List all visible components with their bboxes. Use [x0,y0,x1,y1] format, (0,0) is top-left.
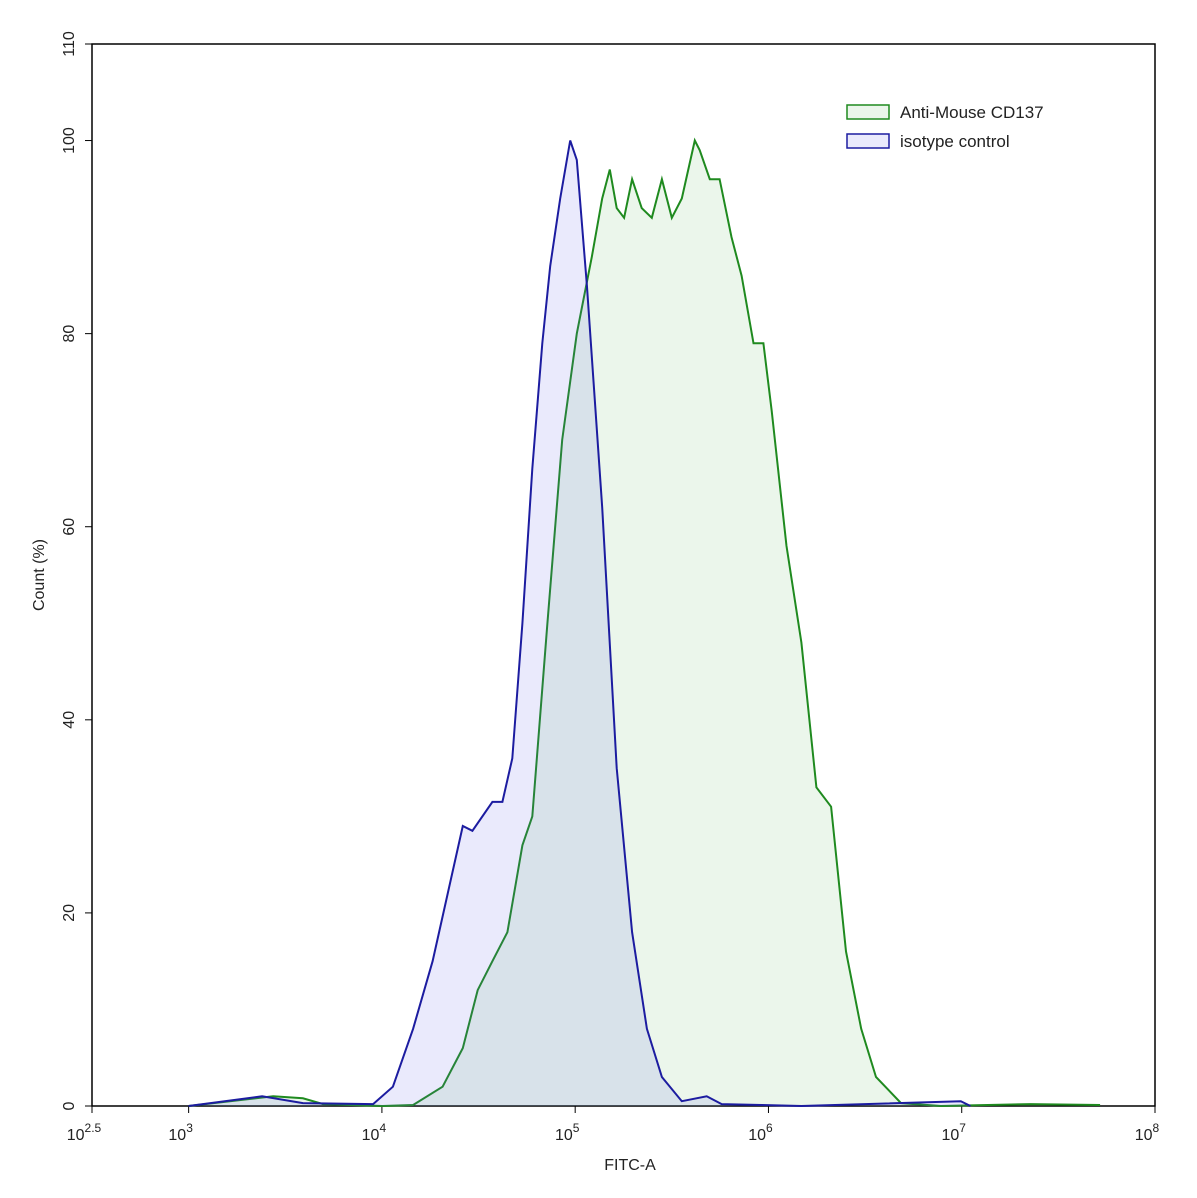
x-tick-power: 7 [959,1121,966,1135]
x-tick-power: 3 [186,1121,193,1135]
x-tick-base: 10 [941,1127,959,1144]
x-tick-label: 104 [362,1121,387,1144]
y-tick-label: 40 [61,711,78,729]
area-fill [188,140,971,1106]
y-tick-label: 100 [61,127,78,154]
x-tick-label: 103 [168,1121,193,1144]
legend-swatch [846,133,890,149]
y-tick-label: 0 [61,1101,78,1110]
x-tick-label: 106 [748,1121,773,1144]
area-fill [188,140,1101,1106]
x-tick-label: 108 [1135,1121,1160,1144]
x-tick-base: 10 [555,1127,573,1144]
x-tick-power: 6 [766,1121,773,1135]
y-axis-label: Count (%) [31,539,48,611]
legend-label: Anti-Mouse CD137 [900,103,1044,122]
y-tick-label: 60 [61,518,78,536]
x-tick-base: 10 [168,1127,186,1144]
legend-swatch [846,104,890,120]
x-tick-base: 10 [67,1127,85,1144]
series-line [188,140,971,1108]
x-tick-power: 2.5 [85,1121,102,1135]
x-tick-base: 10 [1135,1127,1153,1144]
legend-label: isotype control [900,132,1010,151]
x-axis-label: FITC-A [604,1157,656,1174]
series-line [188,137,1101,1108]
x-tick-label: 107 [941,1121,966,1144]
x-tick-label: 102.5 [67,1121,102,1144]
x-tick-base: 10 [748,1127,766,1144]
x-tick-base: 10 [362,1127,380,1144]
y-tick-label: 20 [61,904,78,922]
plot-frame [91,43,1156,1107]
x-tick-power: 4 [379,1121,386,1135]
y-tick-label: 80 [61,325,78,343]
x-tick-power: 8 [1153,1121,1160,1135]
x-tick-power: 5 [573,1121,580,1135]
y-tick-label: 110 [61,31,78,57]
x-tick-label: 105 [555,1121,580,1144]
